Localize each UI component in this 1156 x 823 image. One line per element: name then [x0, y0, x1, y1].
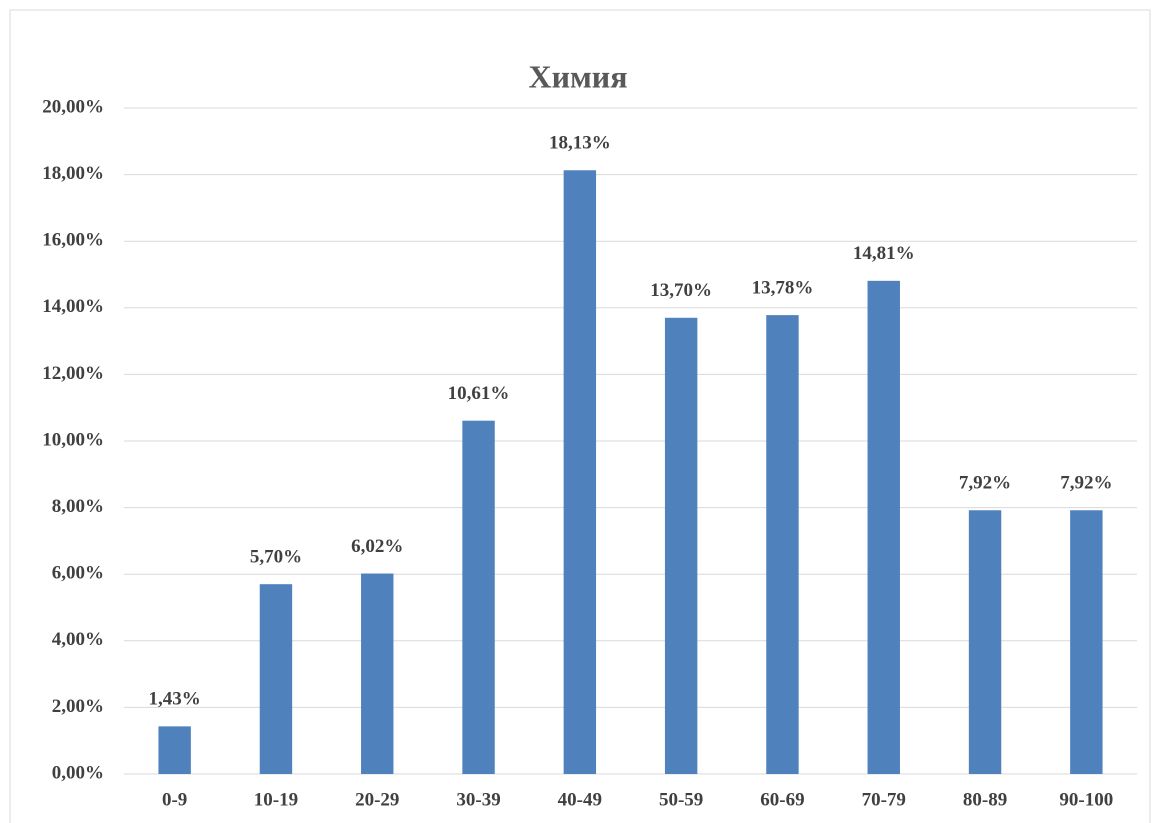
- chart-title: Химия: [528, 58, 627, 94]
- bar: [766, 315, 799, 774]
- bar: [158, 726, 191, 774]
- y-tick-label: 0,00%: [52, 762, 104, 783]
- y-tick-label: 8,00%: [52, 496, 104, 517]
- data-label: 13,70%: [650, 280, 712, 301]
- bar: [867, 280, 900, 774]
- bar: [259, 584, 293, 774]
- data-label: 7,92%: [959, 473, 1011, 494]
- data-label: 5,70%: [250, 547, 302, 568]
- y-tick-label: 16,00%: [42, 230, 104, 251]
- bar: [462, 420, 495, 774]
- data-label: 7,92%: [1060, 473, 1112, 494]
- data-label: 14,81%: [853, 243, 915, 264]
- x-tick-label: 70-79: [862, 789, 906, 810]
- data-label: 6,02%: [351, 536, 403, 557]
- data-label: 13,78%: [752, 277, 814, 298]
- x-tick-label: 40-49: [558, 789, 602, 810]
- x-tick-label: 20-29: [355, 789, 399, 810]
- bar: [1070, 510, 1103, 774]
- bar: [664, 317, 698, 774]
- x-tick-label: 60-69: [760, 789, 804, 810]
- bar: [563, 170, 597, 774]
- y-tick-label: 12,00%: [42, 363, 104, 384]
- x-tick-label: 90-100: [1059, 789, 1113, 810]
- data-label: 10,61%: [448, 383, 510, 404]
- x-tick-label: 10-19: [254, 789, 298, 810]
- y-tick-label: 20,00%: [42, 96, 104, 117]
- x-tick-label: 80-89: [963, 789, 1007, 810]
- y-tick-label: 6,00%: [52, 563, 104, 584]
- y-tick-label: 4,00%: [52, 629, 104, 650]
- x-tick-label: 50-59: [659, 789, 703, 810]
- x-tick-label: 0-9: [162, 789, 187, 810]
- y-tick-label: 2,00%: [52, 696, 104, 717]
- bar: [968, 510, 1002, 774]
- y-tick-label: 10,00%: [42, 429, 104, 450]
- bar: [361, 573, 394, 774]
- x-tick-label: 30-39: [456, 789, 500, 810]
- chart-border: [9, 9, 1151, 823]
- data-label: 18,13%: [549, 133, 611, 154]
- data-label: 1,43%: [149, 689, 201, 710]
- y-tick-label: 14,00%: [42, 296, 104, 317]
- y-tick-label: 18,00%: [42, 163, 104, 184]
